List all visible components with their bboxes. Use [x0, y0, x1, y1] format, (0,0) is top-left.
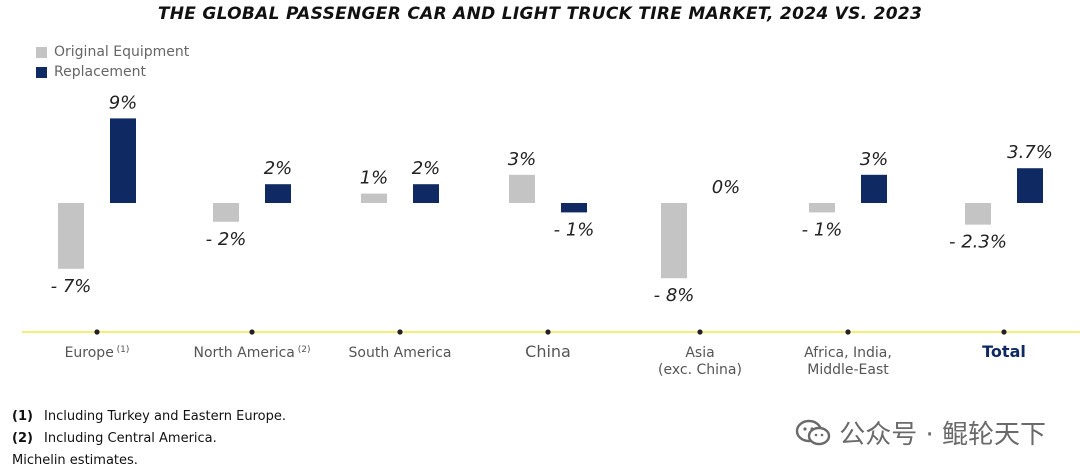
- axis-tick-dot: [697, 329, 703, 335]
- category-label: Asia: [685, 345, 714, 361]
- data-label: 0%: [712, 177, 741, 198]
- bar-replacement: [1017, 168, 1043, 203]
- category-label: North America (2): [194, 345, 311, 361]
- axis-tick-dot: [845, 329, 851, 335]
- bar-replacement: [861, 174, 887, 203]
- footnote-3: Michelin estimates.: [12, 453, 138, 468]
- category-label: Europe (1): [65, 345, 130, 361]
- bar-replacement: [110, 118, 136, 203]
- category-label: Middle-East: [807, 362, 889, 378]
- bar-original-equipment: [661, 203, 687, 279]
- bar-original-equipment: [361, 193, 387, 203]
- legend-swatch-replacement: [36, 66, 47, 78]
- chart-title: THE GLOBAL PASSENGER CAR AND LIGHT TRUCK…: [157, 4, 923, 24]
- legend-label-oe: Original Equipment: [54, 44, 190, 60]
- data-label: - 2%: [206, 229, 247, 250]
- axis-tick-dot: [1001, 329, 1007, 335]
- legend: Original Equipment Replacement: [36, 42, 189, 82]
- data-label: 9%: [109, 92, 138, 113]
- watermark-text: 公众号 · 鲲轮天下: [839, 420, 1046, 450]
- data-label: - 7%: [51, 276, 92, 297]
- legend-swatch-oe: [36, 46, 47, 58]
- legend-label-replacement: Replacement: [54, 64, 146, 80]
- data-label: 2%: [264, 158, 293, 179]
- legend-item-original-equipment: Original Equipment: [36, 42, 189, 62]
- legend-item-replacement: Replacement: [36, 62, 189, 82]
- category-label-footnote-ref: (2): [295, 345, 311, 355]
- bar-replacement: [413, 184, 439, 203]
- data-label: 3%: [860, 149, 889, 170]
- data-label: 2%: [412, 158, 441, 179]
- watermark: 公众号 · 鲲轮天下: [795, 414, 1046, 451]
- data-label: 3%: [508, 149, 537, 170]
- data-label: - 8%: [654, 285, 695, 306]
- bar-replacement: [561, 203, 587, 213]
- category-label: Total: [982, 342, 1026, 361]
- footnote-2: (2) Including Central America.: [12, 431, 217, 446]
- bar-original-equipment: [509, 174, 535, 203]
- bar-original-equipment: [213, 203, 239, 222]
- axis-tick-dot: [249, 329, 255, 335]
- footnote-1: (1) Including Turkey and Eastern Europe.: [12, 409, 286, 424]
- footnotes: (1) Including Turkey and Eastern Europe. …: [12, 406, 286, 472]
- bar-replacement: [265, 184, 291, 203]
- axis-tick-dot: [545, 329, 551, 335]
- bar-chart: - 7% 9% Europe (1) - 2% 2% North America (2) 1…: [22, 92, 1080, 378]
- axis-tick-dot: [397, 329, 403, 335]
- data-label: 1%: [360, 168, 389, 189]
- bar-original-equipment: [809, 203, 835, 213]
- bar-original-equipment: [58, 203, 84, 269]
- category-label: South America: [349, 345, 452, 361]
- data-label: - 1%: [802, 219, 843, 240]
- data-label: - 1%: [554, 219, 595, 240]
- axis-tick-dot: [94, 329, 100, 335]
- category-label: China: [525, 342, 571, 361]
- category-label-footnote-ref: (1): [114, 345, 130, 355]
- data-label: 3.7%: [1007, 142, 1053, 163]
- bar-original-equipment: [965, 203, 991, 225]
- category-label: (exc. China): [658, 362, 742, 378]
- category-label: Africa, India,: [804, 345, 892, 361]
- data-label: - 2.3%: [949, 232, 1007, 253]
- wechat-icon: [796, 419, 831, 445]
